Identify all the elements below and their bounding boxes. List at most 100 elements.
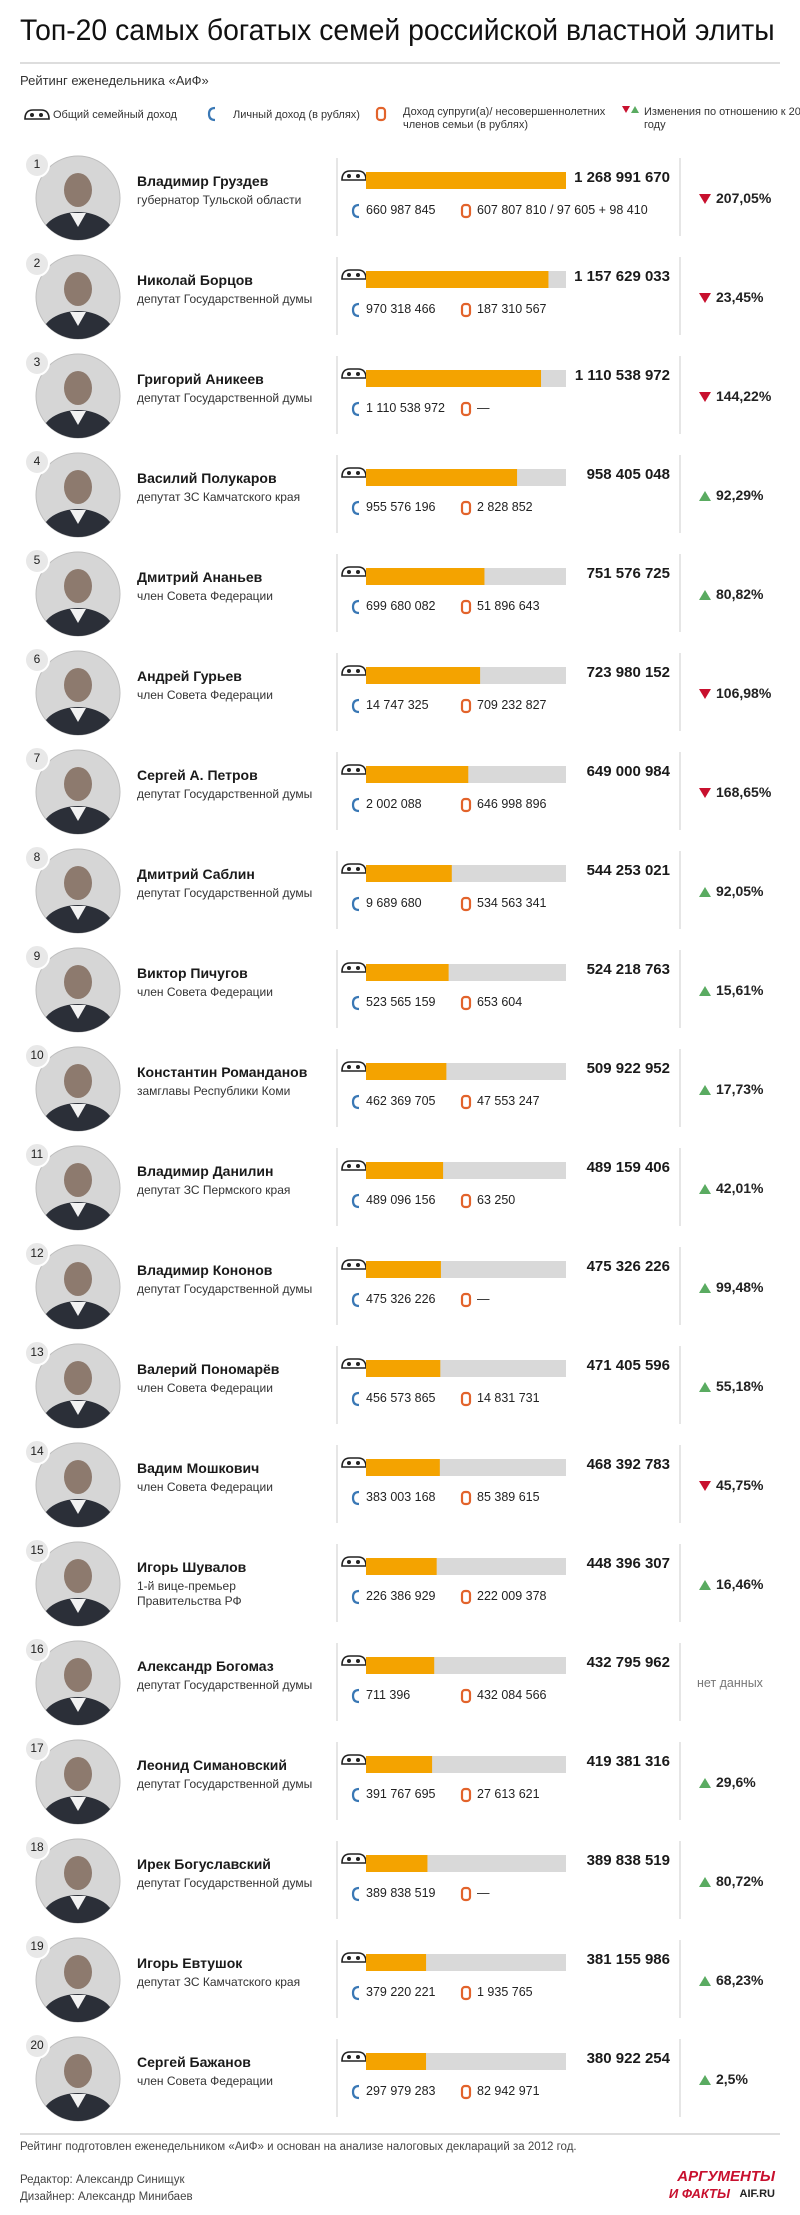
person-role: замглавы Республики Коми [137, 1084, 291, 1098]
family-icon-dot [356, 1857, 360, 1861]
family-icon-dot [347, 966, 351, 970]
person-role: депутат Государственной думы [137, 1282, 313, 1296]
change: 17,73% [716, 1081, 764, 1097]
photo-head [64, 1856, 92, 1890]
designer: Дизайнер: Александр Минибаев [20, 2191, 193, 2203]
person-name: Сергей А. Петров [137, 767, 258, 783]
rank: 7 [33, 751, 41, 765]
photo-collar [70, 1203, 86, 1217]
person-role: член Совета Федерации [137, 589, 273, 603]
photo-collar [70, 708, 86, 722]
personal-income: 489 096 156 [366, 1193, 436, 1207]
rank: 4 [33, 454, 41, 468]
rank-badge [24, 350, 50, 376]
total-income: 432 795 962 [586, 1654, 670, 1671]
photo-body [42, 1697, 114, 1725]
spouse-icon [460, 1886, 472, 1902]
change: 168,65% [716, 784, 772, 800]
family-icon-dot [347, 1857, 351, 1861]
spouse-icon [460, 302, 472, 318]
photo-head [64, 470, 92, 504]
spouse-icon [375, 106, 387, 122]
bar [366, 1063, 447, 1080]
photo-body [42, 905, 114, 933]
rank: 12 [30, 1246, 44, 1260]
bar [366, 469, 518, 486]
rank-badge [24, 1241, 50, 1267]
family-icon-dot [347, 768, 351, 772]
legend-arrow [631, 106, 639, 113]
person-name: Григорий Аникеев [137, 371, 264, 387]
rank-badge [24, 449, 50, 475]
total-income: 475 326 226 [586, 1258, 670, 1275]
photo-collar [70, 609, 86, 623]
spouse-income: 1 935 765 [477, 1985, 533, 1999]
change-arrow [699, 1283, 711, 1293]
photo-collar [70, 1500, 86, 1514]
rank: 11 [30, 1147, 44, 1161]
spouse-icon [460, 797, 472, 813]
photo-head [64, 1955, 92, 1989]
rank-badge [24, 1835, 50, 1861]
rank: 2 [33, 256, 41, 270]
rank-badge [24, 1538, 50, 1564]
rank-badge [24, 1340, 50, 1366]
personal-income: 226 386 929 [366, 1589, 436, 1603]
legend-label: Личный доход (в рублях) [233, 109, 360, 121]
change: 15,61% [716, 982, 764, 998]
family-icon-dot [347, 471, 351, 475]
person-name: Виктор Пичугов [137, 965, 248, 981]
bar [366, 865, 452, 882]
photo-head [64, 1064, 92, 1098]
family-icon-dot [347, 669, 351, 673]
photo-collar [70, 1995, 86, 2009]
change-arrow [699, 788, 711, 798]
family-icon-dot [356, 867, 360, 871]
rank-badge [24, 1142, 50, 1168]
spouse-income: — [477, 401, 490, 415]
photo-collar [70, 1302, 86, 1316]
personal-income: 391 767 695 [366, 1787, 436, 1801]
personal-income: 2 002 088 [366, 797, 422, 811]
total-income: 389 838 519 [586, 1852, 670, 1869]
change: 2,5% [716, 2071, 748, 2087]
bar [366, 1954, 427, 1971]
photo-collar [70, 2094, 86, 2108]
personal-icon [351, 1688, 360, 1704]
bar [366, 1459, 440, 1476]
person-name: Владимир Кононов [137, 1262, 273, 1278]
family-icon-dot [347, 2055, 351, 2059]
change-arrow [699, 689, 711, 699]
photo-head [64, 2054, 92, 2088]
photo-body [42, 608, 114, 636]
family-icon-dot [356, 1461, 360, 1465]
spouse-icon [460, 500, 472, 516]
family-icon-dot [356, 471, 360, 475]
change: 106,98% [716, 685, 772, 701]
family-icon-dot [356, 1956, 360, 1960]
personal-income: 14 747 325 [366, 698, 429, 712]
total-income: 544 253 021 [586, 862, 670, 879]
person-role: депутат ЗС Камчатского края [137, 1975, 301, 1989]
personal-icon [351, 500, 360, 516]
spouse-income: 14 831 731 [477, 1391, 540, 1405]
bar [366, 964, 449, 981]
family-icon-dot [347, 1560, 351, 1564]
rank-badge [24, 1637, 50, 1663]
total-income: 380 922 254 [586, 2050, 670, 2067]
photo-collar [70, 1104, 86, 1118]
photo-head [64, 1757, 92, 1791]
rank: 20 [30, 2038, 44, 2052]
personal-income: 383 003 168 [366, 1490, 436, 1504]
change: 55,18% [716, 1378, 764, 1394]
spouse-icon [460, 1292, 472, 1308]
change-arrow [699, 1184, 711, 1194]
change: 92,05% [716, 883, 764, 899]
change-arrow [699, 2075, 711, 2085]
spouse-income: 85 389 615 [477, 1490, 540, 1504]
family-icon-dot [39, 113, 43, 117]
family-icon [341, 665, 367, 676]
family-icon-dot [356, 1263, 360, 1267]
family-icon-dot [356, 273, 360, 277]
total-income: 1 268 991 670 [574, 169, 670, 186]
